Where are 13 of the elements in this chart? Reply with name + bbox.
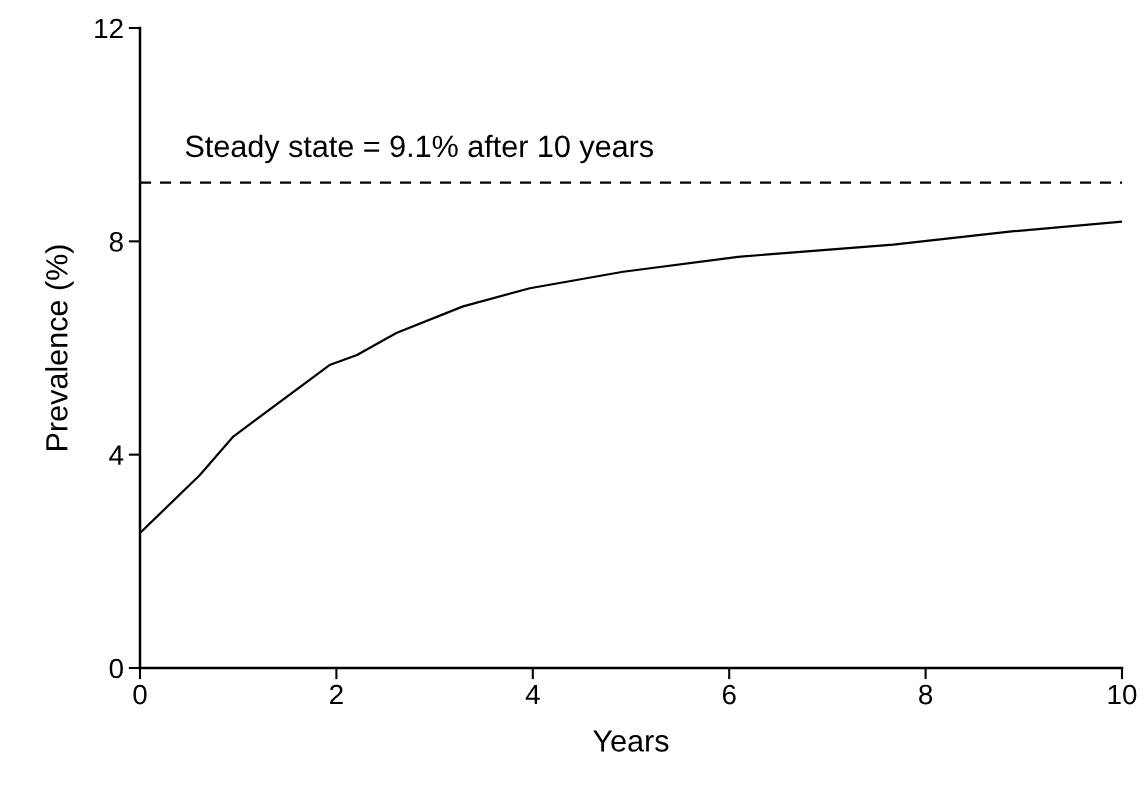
y-axis-title: Prevalence (%) [45,245,74,450]
ref-line-label: Steady state = 9.1% after 10 years [185,134,653,164]
x-tick-label: 0 [133,684,147,705]
x-tick-label: 8 [919,684,933,705]
y-tick-label: 4 [109,445,124,465]
x-axis-title: Years [593,730,669,752]
y-tick-label: 0 [109,658,123,679]
x-tick-label: 2 [330,684,343,705]
x-tick-label: 10 [1108,684,1137,705]
x-tick-label: 4 [525,684,540,705]
y-tick-label: 12 [95,18,123,39]
x-tick-label: 6 [722,684,736,705]
y-tick-label: 8 [109,232,123,252]
